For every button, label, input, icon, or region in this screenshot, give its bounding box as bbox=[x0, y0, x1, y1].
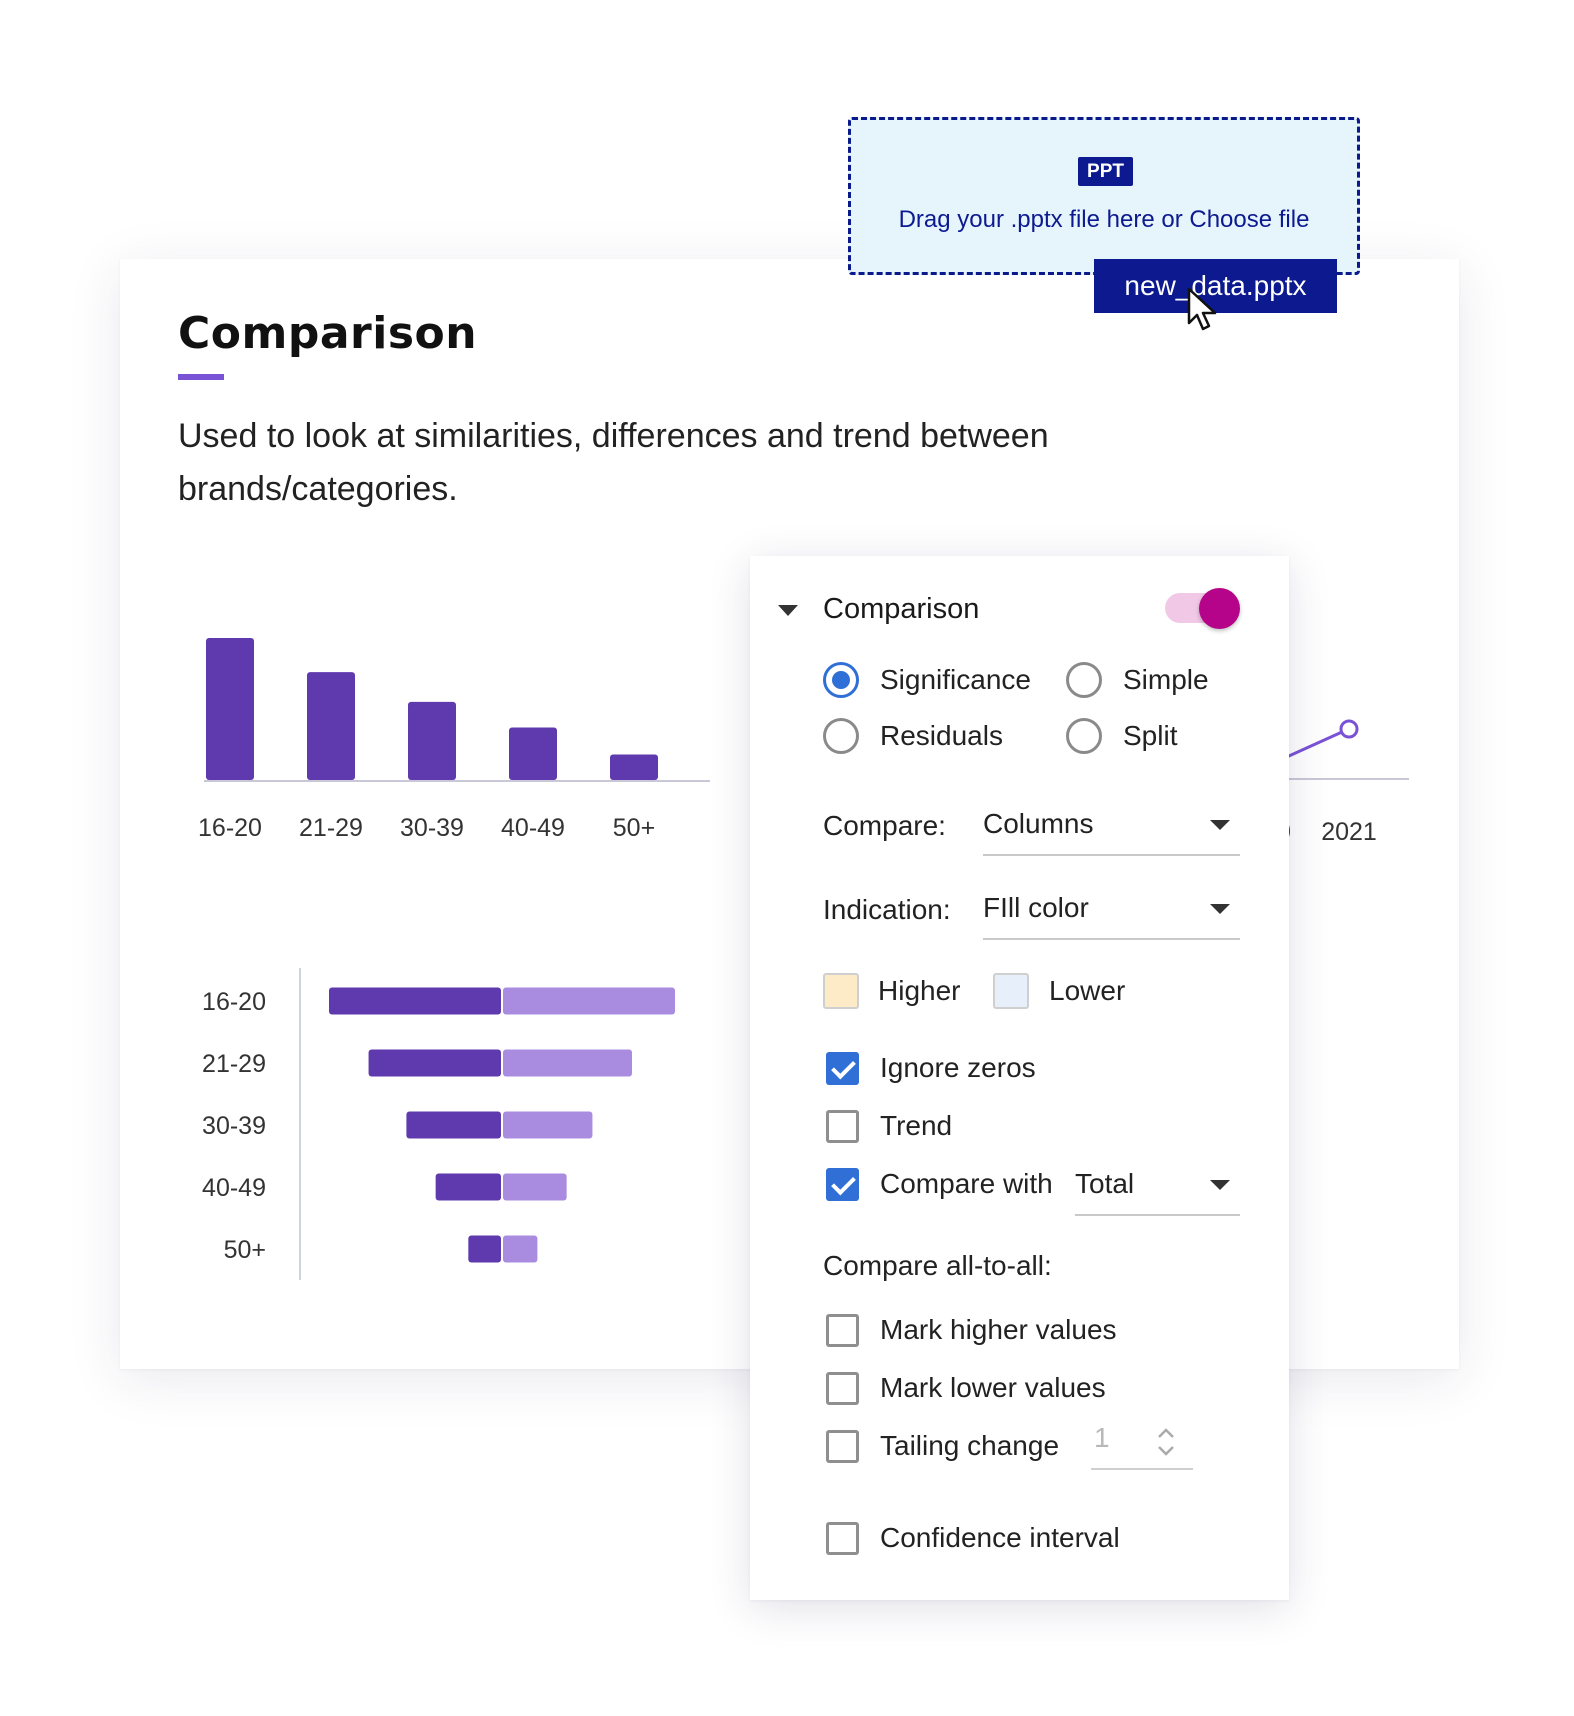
compare-select-value: Columns bbox=[983, 808, 1094, 839]
title-underline bbox=[178, 374, 224, 380]
bar-left-30-39 bbox=[406, 1111, 501, 1139]
y-tick-label: 16-20 bbox=[202, 988, 266, 1016]
radio-simple-label[interactable]: Simple bbox=[1123, 664, 1209, 695]
higher-color-swatch[interactable] bbox=[823, 973, 859, 1009]
compare-label: Compare: bbox=[823, 810, 946, 841]
confidence-interval-checkbox[interactable] bbox=[826, 1522, 859, 1555]
comparison-toggle-knob[interactable] bbox=[1199, 588, 1240, 629]
slide-title: Comparison bbox=[178, 308, 478, 359]
lower-label: Lower bbox=[1049, 975, 1126, 1006]
mark-higher-label[interactable]: Mark higher values bbox=[880, 1314, 1117, 1345]
line-series bbox=[1280, 730, 1343, 762]
bar-left-16-20 bbox=[329, 987, 501, 1015]
line-chart-fragment: 02021 bbox=[1280, 719, 1409, 846]
ignore-zeros-label[interactable]: Ignore zeros bbox=[880, 1052, 1036, 1083]
bar-right-50+ bbox=[503, 1235, 538, 1263]
line-point-2021 bbox=[1339, 719, 1359, 739]
stepper-arrows-icon[interactable] bbox=[1157, 1426, 1175, 1458]
radio-split[interactable] bbox=[1066, 718, 1102, 754]
collapse-caret-icon[interactable] bbox=[778, 605, 798, 616]
x-tick-label: 2021 bbox=[1321, 818, 1377, 846]
all-to-all-label: Compare all-to-all: bbox=[823, 1250, 1052, 1281]
compare-select[interactable]: Columns bbox=[983, 802, 1240, 856]
chevron-down-icon bbox=[1210, 904, 1230, 914]
x-tick-label: 16-20 bbox=[198, 814, 262, 842]
mouse-pointer-icon bbox=[1187, 287, 1217, 331]
chevron-down-icon bbox=[1210, 1180, 1230, 1190]
radio-residuals[interactable] bbox=[823, 718, 859, 754]
higher-label: Higher bbox=[878, 975, 961, 1006]
trend-label[interactable]: Trend bbox=[880, 1110, 953, 1141]
indication-select-value: FIll color bbox=[983, 892, 1089, 923]
bar-left-21-29 bbox=[368, 1049, 501, 1077]
bar-right-21-29 bbox=[503, 1049, 632, 1077]
x-tick-label: 30-39 bbox=[400, 814, 464, 842]
compare-with-checkbox[interactable] bbox=[826, 1168, 859, 1201]
radio-significance[interactable] bbox=[823, 662, 859, 698]
bar-30-39 bbox=[408, 701, 456, 780]
compare-with-value: Total bbox=[1075, 1168, 1135, 1199]
y-tick-label: 30-39 bbox=[202, 1112, 266, 1140]
compare-with-label[interactable]: Compare with bbox=[880, 1168, 1053, 1199]
bar-right-16-20 bbox=[503, 987, 675, 1015]
indication-label: Indication: bbox=[823, 894, 951, 925]
radio-residuals-label[interactable]: Residuals bbox=[880, 720, 1003, 751]
mark-higher-checkbox[interactable] bbox=[826, 1314, 859, 1347]
radio-significance-label[interactable]: Significance bbox=[880, 664, 1031, 695]
file-drop-zone[interactable] bbox=[848, 117, 1360, 275]
trend-checkbox[interactable] bbox=[826, 1110, 859, 1143]
bar-21-29 bbox=[307, 672, 355, 780]
dragged-file[interactable]: new_data.pptx bbox=[1094, 259, 1337, 313]
y-tick-label: 40-49 bbox=[202, 1174, 266, 1202]
radio-split-label[interactable]: Split bbox=[1123, 720, 1178, 751]
ignore-zeros-checkbox[interactable] bbox=[826, 1052, 859, 1085]
slide-description: Used to look at similarities, difference… bbox=[178, 417, 1049, 508]
tailing-change-checkbox[interactable] bbox=[826, 1430, 859, 1463]
tailing-change-value: 1 bbox=[1094, 1422, 1110, 1453]
bar-right-40-49 bbox=[503, 1173, 567, 1201]
bar-left-50+ bbox=[468, 1235, 501, 1263]
x-tick-label: 40-49 bbox=[501, 814, 565, 842]
lower-color-swatch[interactable] bbox=[993, 973, 1029, 1009]
radio-simple[interactable] bbox=[1066, 662, 1102, 698]
confidence-interval-label[interactable]: Confidence interval bbox=[880, 1522, 1120, 1553]
chevron-down-icon bbox=[1210, 820, 1230, 830]
bar-50+ bbox=[610, 754, 658, 780]
tailing-change-label[interactable]: Tailing change bbox=[880, 1430, 1060, 1461]
x-tick-label: 21-29 bbox=[299, 814, 363, 842]
indication-select[interactable]: FIll color bbox=[983, 886, 1240, 940]
bar-40-49 bbox=[509, 727, 557, 780]
x-tick-label: 50+ bbox=[613, 814, 655, 842]
drop-zone-text[interactable]: Drag your .pptx file here or Choose file bbox=[898, 206, 1310, 233]
horizontal-split-bar-chart: 16-20 21-29 30-39 40-49 50+ bbox=[202, 968, 675, 1280]
y-tick-label: 21-29 bbox=[202, 1050, 266, 1078]
bar-right-30-39 bbox=[503, 1111, 593, 1139]
y-tick-label: 50+ bbox=[224, 1236, 266, 1264]
compare-with-select[interactable]: Total bbox=[1075, 1162, 1240, 1216]
ppt-badge: PPT bbox=[1078, 157, 1133, 186]
mark-lower-checkbox[interactable] bbox=[826, 1372, 859, 1405]
bar-16-20 bbox=[206, 638, 254, 780]
mark-lower-label[interactable]: Mark lower values bbox=[880, 1372, 1106, 1403]
tailing-change-stepper[interactable]: 1 bbox=[1091, 1418, 1193, 1470]
vertical-bar-chart: 16-20 21-29 30-39 40-49 50+ bbox=[198, 638, 710, 842]
panel-section-title: Comparison bbox=[823, 593, 980, 625]
bar-left-40-49 bbox=[435, 1173, 501, 1201]
